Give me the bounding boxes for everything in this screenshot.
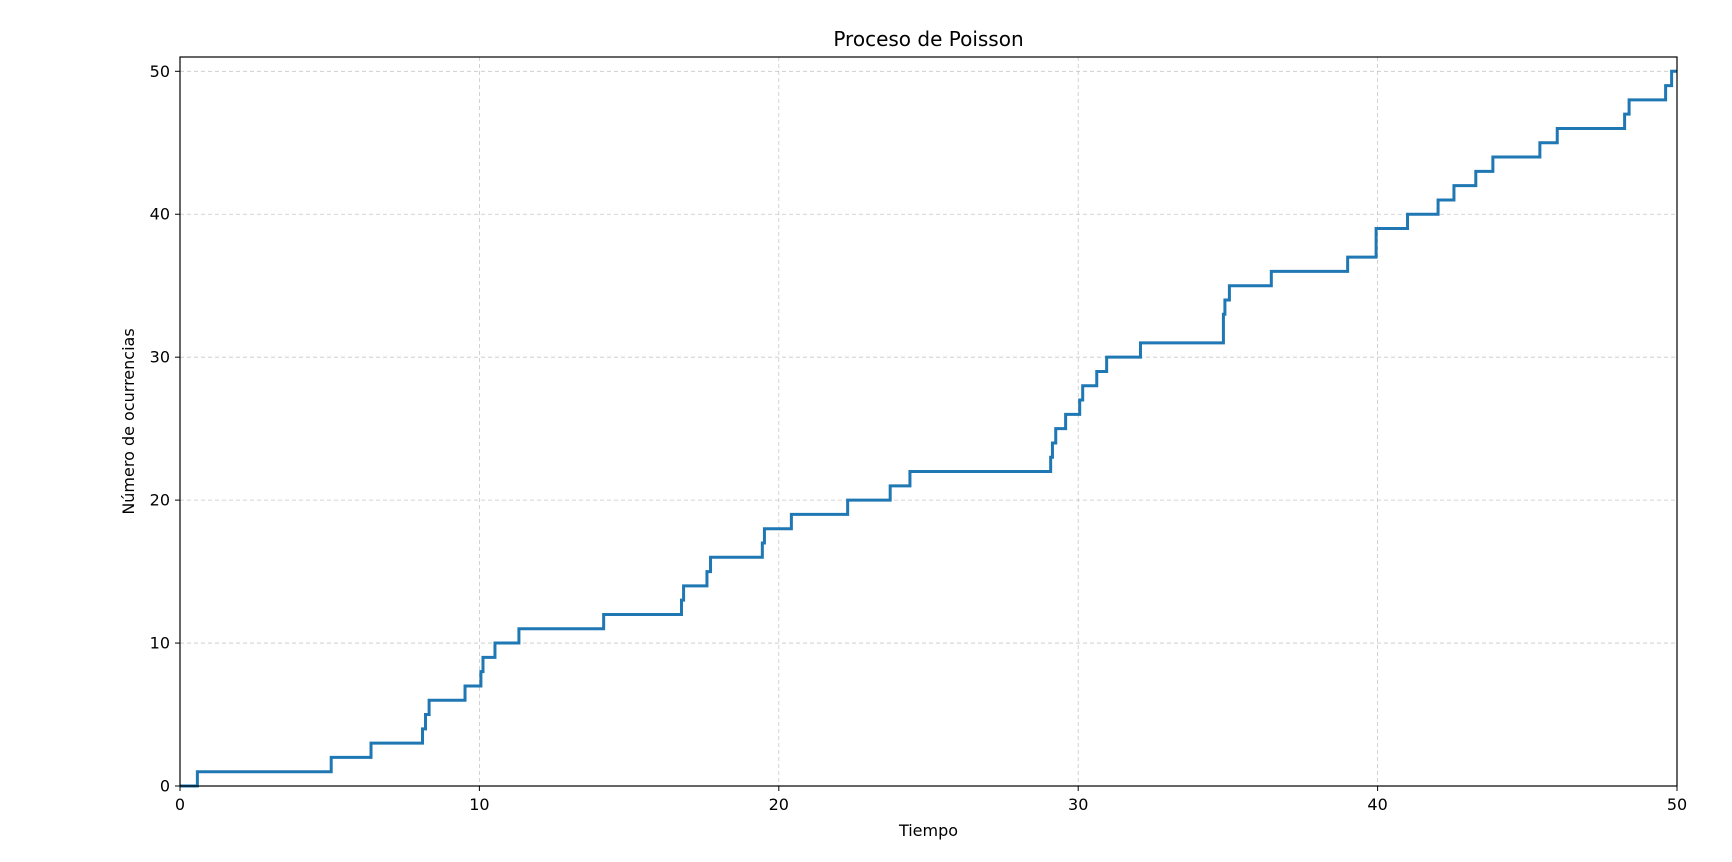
x-axis-label: Tiempo [898, 821, 958, 840]
plot-area [180, 57, 1677, 786]
chart-title: Proceso de Poisson [833, 27, 1023, 51]
x-tick-label: 0 [175, 795, 185, 814]
axis-ticks: 0 10 20 30 40 50 0 10 20 30 40 50 [150, 62, 1688, 814]
y-tick-label: 30 [150, 348, 170, 367]
y-tick-label: 10 [150, 634, 170, 653]
plot-frame [179, 56, 1678, 787]
y-axis-label: Número de ocurrencias [119, 328, 138, 514]
step-series-line [180, 69, 1677, 788]
y-tick-label: 50 [150, 62, 170, 81]
y-tick-label: 40 [150, 205, 170, 224]
x-tick-label: 10 [469, 795, 489, 814]
series-layer [180, 69, 1677, 788]
y-tick-label: 20 [150, 491, 170, 510]
x-tick-label: 50 [1667, 795, 1687, 814]
y-tick-label: 0 [160, 777, 170, 796]
x-tick-label: 30 [1068, 795, 1088, 814]
x-tick-label: 20 [769, 795, 789, 814]
x-tick-label: 40 [1367, 795, 1387, 814]
